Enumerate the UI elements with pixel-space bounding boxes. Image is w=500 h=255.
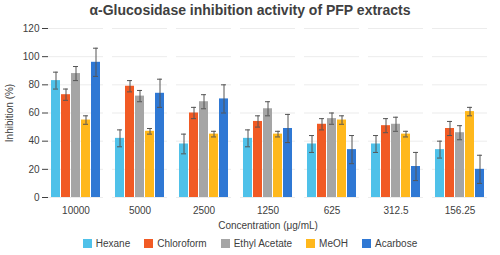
svg-text:0: 0	[34, 192, 40, 203]
svg-text:Concentration (μg/mL): Concentration (μg/mL)	[218, 220, 318, 231]
html-text:Acarbose: Acarbose	[375, 237, 418, 249]
svg-text:2500: 2500	[193, 205, 216, 216]
svg-text:625: 625	[324, 205, 341, 216]
html-text:Hexane: Hexane	[95, 237, 131, 249]
svg-text:60: 60	[28, 107, 40, 118]
svg-text:10000: 10000	[62, 205, 90, 216]
svg-text:156.25: 156.25	[445, 205, 476, 216]
svg-text:40: 40	[28, 135, 40, 146]
html-text:MeOH: MeOH	[319, 237, 348, 249]
svg-text:100: 100	[23, 51, 40, 62]
svg-text:1250: 1250	[257, 205, 280, 216]
svg-text:Inhibition (%): Inhibition (%)	[4, 84, 15, 142]
svg-text:5000: 5000	[129, 205, 152, 216]
svg-text:120: 120	[23, 23, 40, 34]
svg-text:312.5: 312.5	[383, 205, 408, 216]
html-text:Ethyl Acetate: Ethyl Acetate	[233, 237, 293, 249]
svg-text:80: 80	[28, 79, 40, 90]
html-text:α-Glucosidase inhibition activ: α-Glucosidase inhibition activity of PFP…	[89, 2, 411, 18]
html-text:Chloroform: Chloroform	[157, 237, 207, 249]
svg-text:20: 20	[28, 164, 40, 175]
